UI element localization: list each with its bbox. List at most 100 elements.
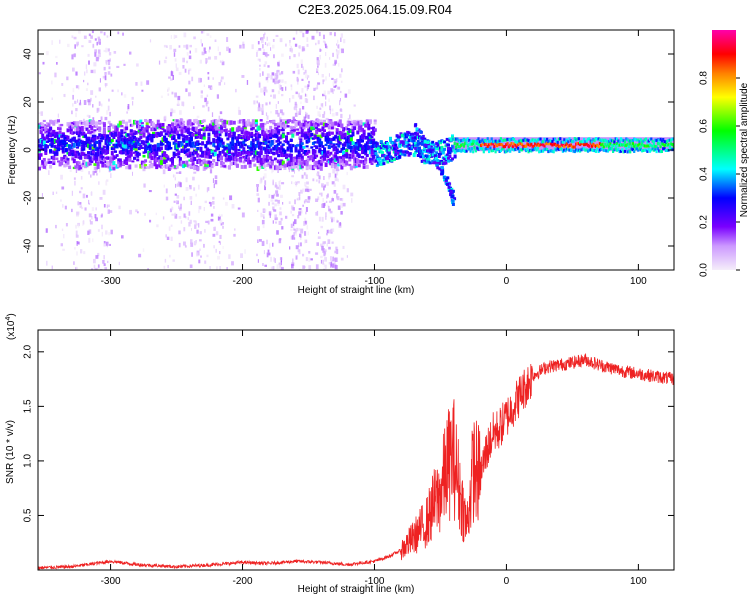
spectrogram-band-cell (329, 140, 333, 144)
spectrogram-band-cell (50, 155, 54, 160)
spectrogram-speckle (306, 37, 309, 42)
spectrogram-band-cell (174, 153, 178, 157)
spectrogram-band-cell (215, 126, 219, 131)
spectrogram-band-cell (41, 122, 45, 127)
spectrogram-band-cell (68, 144, 72, 149)
spectrogram-band-cell (148, 133, 152, 139)
spectrogram-band-cell (185, 140, 189, 144)
spectrogram-tone-cell (548, 149, 551, 153)
spectrogram-band-cell (115, 125, 119, 131)
spectrogram-tone-cell (584, 148, 587, 152)
colorbar-tick-label: 0.0 (699, 263, 710, 277)
spectrogram-band-cell (254, 150, 258, 156)
spectrogram-band-cell (69, 126, 73, 131)
spectrogram-band-cell (98, 147, 102, 150)
spectrogram-speckle (178, 171, 182, 174)
spectrogram-speckle (268, 252, 271, 256)
spectrogram-band-cell (133, 143, 136, 148)
spectrogram-band-cell (99, 139, 103, 143)
spectrogram-band-cell (72, 142, 76, 148)
spectrogram-band-cell (243, 150, 247, 154)
spectrogram-band-cell (251, 158, 255, 162)
spectrogram-band-cell (216, 137, 220, 140)
spectrogram-band-cell (41, 141, 45, 147)
spectrogram-band-cell (216, 141, 220, 147)
spectrogram-tone-cell (631, 139, 634, 142)
spectrogram-speckle (307, 84, 310, 87)
spectrogram-tone-cell (652, 143, 656, 147)
spectrogram-speckle (294, 43, 298, 47)
spectrogram-band-cell (53, 135, 57, 139)
spectrogram-band-cell (183, 125, 187, 130)
spectrogram-tone-cell (542, 149, 545, 153)
spectrogram-band-cell (372, 144, 376, 148)
spectrogram-band-cell (77, 141, 81, 147)
spectrogram-tone-cell (590, 144, 594, 148)
spectrogram-branch-cell (429, 150, 433, 154)
spectrogram-band-cell (349, 149, 353, 153)
spectrogram-band-cell (107, 157, 111, 160)
spectrogram-band-cell (349, 145, 353, 150)
spectrogram-speckle (336, 86, 339, 90)
spectrogram-transition-cell (387, 151, 391, 155)
spectrogram-tone-cell (490, 149, 493, 153)
spectrogram-band-cell (125, 153, 129, 156)
spectrogram-band-cell (280, 122, 284, 128)
spectrogram-speckle (210, 218, 214, 222)
spectrogram-band-cell (220, 129, 224, 134)
spectrogram-speckle (274, 80, 277, 85)
spectrogram-band-cell (243, 122, 247, 126)
spectrogram-band-cell (310, 126, 314, 131)
spectrogram-tone-cell (615, 148, 619, 152)
spectrogram-band-cell (180, 121, 184, 125)
spectrogram-speckle (171, 213, 174, 216)
spectrogram-tone-cell (472, 150, 475, 154)
spectrogram-tone-cell (453, 149, 456, 153)
spectrogram-band-cell (60, 156, 64, 162)
spectrogram-band-cell (311, 120, 315, 124)
spectrogram-tone-cell (615, 142, 619, 145)
spectrogram-tone-cell (522, 146, 525, 150)
spectrogram-speckle (353, 104, 356, 107)
spectrogram-speckle (305, 239, 308, 243)
spectrogram-band-cell (277, 122, 281, 126)
spectrogram-transition-cell (429, 145, 433, 149)
spectrogram-speckle (201, 51, 205, 56)
spectrogram-band-cell (259, 123, 263, 128)
spectrogram-band-cell (191, 162, 195, 166)
spectrogram-band-cell (273, 165, 277, 170)
spectrogram-band-cell (197, 129, 201, 132)
spectrogram-band-cell (88, 140, 92, 145)
spectrogram-band-cell (47, 132, 51, 135)
spectrogram-band-cell (163, 137, 167, 142)
spectrogram-tone-cell (497, 143, 500, 147)
spectrogram-band-cell (58, 128, 62, 131)
spectrogram-tone-cell (610, 143, 613, 147)
spectrogram-band-cell (58, 140, 62, 145)
spectrogram-speckle (317, 236, 321, 239)
spectrogram-tone-cell (546, 148, 549, 151)
spectrogram-band-cell (367, 126, 371, 129)
spectrogram-band-cell (171, 157, 174, 162)
spectrogram-speckle (226, 37, 229, 42)
spectrogram-band-cell (228, 150, 231, 154)
spectrogram-band-cell (145, 137, 149, 142)
spectrogram-band-cell (134, 131, 138, 135)
spectrogram-tone-cell (547, 142, 550, 146)
spectrogram-band-cell (288, 155, 292, 158)
spectrogram-speckle (290, 228, 293, 232)
spectrogram-tone-cell (470, 142, 473, 146)
spectrogram-band-cell (218, 126, 222, 129)
spectrogram-tone-cell (511, 145, 514, 149)
spectrogram-band-cell (101, 134, 105, 138)
spectrogram-branch-cell (451, 194, 455, 198)
spectrogram-band-cell (161, 166, 165, 169)
spectrogram-band-cell (351, 120, 355, 124)
spectrogram-speckle (322, 203, 325, 208)
spectrogram-speckle (275, 104, 277, 109)
spectrogram-tone-cell (532, 145, 535, 148)
spectrogram-speckle (169, 254, 171, 258)
spectrogram-band-cell (323, 122, 326, 127)
spectrogram-band-cell (166, 125, 170, 131)
